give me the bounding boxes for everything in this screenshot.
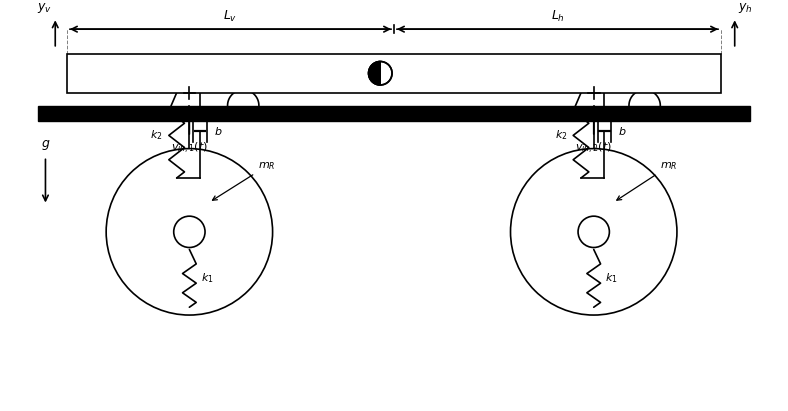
Text: $v_{in,1}(t)$: $v_{in,1}(t)$ [171,141,208,156]
Text: $b$: $b$ [214,125,222,138]
Text: $k_2$: $k_2$ [151,129,163,142]
Circle shape [106,149,273,315]
Text: $y_h$: $y_h$ [738,2,753,16]
Polygon shape [67,54,721,93]
Circle shape [173,216,205,247]
Text: $k_1$: $k_1$ [201,271,214,285]
Text: $v_{in,2}(t)$: $v_{in,2}(t)$ [575,141,612,156]
Polygon shape [38,106,750,121]
Circle shape [578,216,609,247]
Text: $L_h$: $L_h$ [551,9,564,24]
Text: $b$: $b$ [619,125,626,138]
Text: $m_R$: $m_R$ [213,160,275,200]
Text: $m$: $m$ [396,67,409,80]
Text: $m_R$: $m_R$ [617,160,678,200]
Text: $k_1$: $k_1$ [605,271,618,285]
Text: $L_v$: $L_v$ [223,9,238,24]
Polygon shape [369,62,381,85]
Circle shape [511,149,677,315]
Circle shape [369,62,392,85]
Text: $J_{cm}$: $J_{cm}$ [344,65,365,81]
Text: $g$: $g$ [41,138,50,152]
Text: $y_v$: $y_v$ [37,2,52,16]
Text: Bump: Bump [249,76,278,86]
Text: $k_2$: $k_2$ [555,129,567,142]
